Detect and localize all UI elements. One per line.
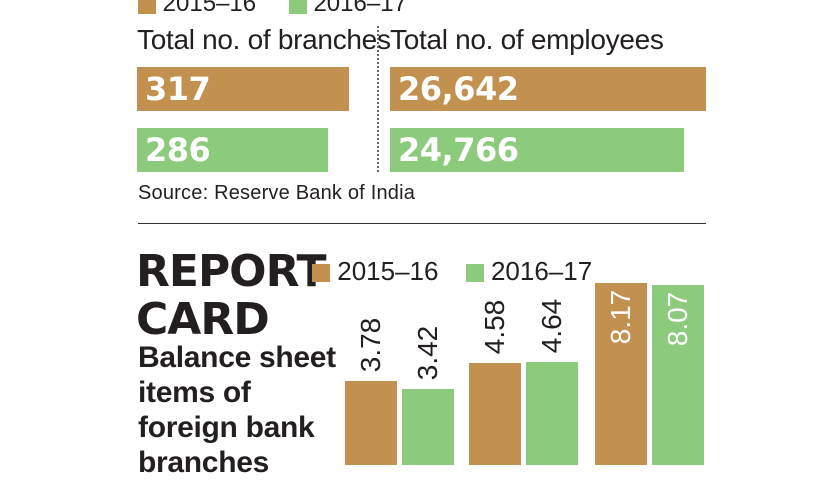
branches-value-2016-17: 286 [145,131,211,169]
branches-bar-2015-16: 317 [137,67,349,111]
column-divider [377,26,379,172]
report-bar-2015-16-1 [345,381,397,465]
report-bar-2016-17-3 [652,285,704,465]
employees-bar-2015-16: 26,642 [390,67,706,111]
subtitle-line: items of [138,376,251,409]
report-bar-label-2015-16-3: 8.17 [605,289,636,345]
report-bar-label-2016-17-1: 3.42 [412,325,443,381]
report-bar-2016-17-1 [402,389,454,465]
report-legend-item-2016-17: 2016–17 [465,256,593,286]
legend-swatch-2016-17 [288,0,307,14]
employees-value-2016-17: 24,766 [398,131,519,169]
branches-bar-2016-17: 286 [137,128,328,172]
report-card-title-line1: REPORT [136,246,327,297]
report-bar-2015-16-3 [595,283,647,465]
source-note: Source: Reserve Bank of India [138,182,416,204]
legend-label-2015-16: 2015–16 [162,0,257,17]
report-bar-2015-16-2 [469,363,521,465]
legend-swatch-2015-16 [138,0,156,14]
employees-heading: Total no. of employees [390,24,664,55]
legend-swatch-2016-17 [465,264,484,283]
top-legend-item-2015-16: 2015–16 [138,0,263,17]
report-bar-label-2015-16-1: 3.78 [355,317,386,373]
report-bar-label-2016-17-2: 4.64 [536,298,567,354]
legend-label-2016-17: 2016–17 [490,256,593,286]
subtitle-line: branches [138,446,269,479]
report-card-title-line2: CARD [136,294,270,345]
legend-swatch-2015-16 [312,264,330,283]
employees-value-2015-16: 26,642 [398,70,519,108]
legend-label-2016-17: 2016–17 [313,0,407,17]
branches-heading: Total no. of branches [137,24,391,55]
legend-label-2015-16: 2015–16 [337,256,439,286]
subtitle-line: foreign bank [138,411,315,444]
subtitle-line: Balance sheet [138,341,336,374]
employees-bar-2016-17: 24,766 [390,128,684,172]
report-legend-item-2015-16: 2015–16 [312,256,446,286]
report-bar-label-2015-16-2: 4.58 [479,299,510,355]
report-bar-2016-17-2 [526,362,578,465]
top-legend: 2015–16 2016–17 [138,0,433,18]
report-card-title: REPORT CARD [136,246,327,345]
branches-value-2015-16: 317 [145,70,211,108]
top-legend-item-2016-17: 2016–17 [288,0,407,17]
report-card-subtitle: Balance sheet items of foreign bank bran… [138,340,336,480]
report-bar-label-2016-17-3: 8.07 [662,291,693,347]
report-card-legend: 2015–16 2016–17 [312,256,612,287]
section-divider [138,223,706,224]
